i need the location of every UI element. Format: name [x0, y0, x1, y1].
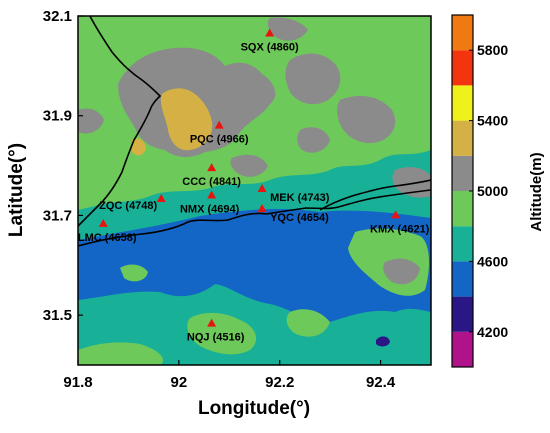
- station-nqj-marker: [207, 318, 217, 327]
- x-axis-title: Longitude(°): [198, 398, 310, 419]
- station-ccc-marker: [207, 163, 217, 172]
- colorbar-segment: [452, 331, 473, 367]
- y-axis: 31.5 31.7 31.9 32.1: [43, 8, 83, 324]
- terrain-band-5000-5200-north-6: [230, 154, 268, 177]
- boundary-line-north: [78, 16, 162, 227]
- colorbar-segment: [452, 296, 473, 332]
- terrain-band-5000-5200-north-8: [297, 127, 330, 153]
- station-mek-marker: [257, 184, 267, 193]
- terrain-band-5000-5200-north-7: [392, 167, 431, 198]
- station-markers: SQX (4860) PQC (4966) CCC (4841) MEK (4743)…: [78, 28, 430, 344]
- station-nmx-label: NMX (4694): [180, 203, 240, 215]
- colorbar-segment: [452, 50, 473, 86]
- station-kmx-marker: [391, 210, 401, 219]
- colorbar-segment: [452, 191, 473, 227]
- station-lmc-label: LMC (4658): [78, 232, 137, 244]
- colorbar: 4200 4600 5000 5400 5800: [451, 14, 508, 368]
- y-axis-title: Latitude(°): [6, 143, 27, 237]
- y-tick-label: 31.9: [43, 108, 72, 125]
- station-yqc-label: YQC (4654): [270, 212, 329, 224]
- station-zqc-label: ZQC (4748): [99, 200, 157, 212]
- station-lmc-marker: [98, 218, 108, 227]
- colorbar-segment: [452, 15, 473, 51]
- station-mek-label: MEK (4743): [270, 192, 330, 204]
- terrain-band-4800-5000-south-4: [78, 342, 164, 365]
- station-sqx-marker: [265, 28, 275, 37]
- y-tick-label: 31.5: [43, 307, 72, 324]
- colorbar-tick-label: 5400: [477, 113, 508, 129]
- station-nqj-label: NQJ (4516): [187, 332, 245, 344]
- boundary-line-east: [319, 179, 431, 211]
- x-tick-label: 91.8: [63, 374, 92, 391]
- colorbar-segment: [452, 261, 473, 297]
- colorbar-tick-label: 5800: [477, 42, 508, 58]
- colorbar-segment: [452, 226, 473, 262]
- terrain-band-5000-5200-north-4: [267, 17, 308, 41]
- station-ccc-label: CCC (4841): [182, 176, 241, 188]
- terrain-band-4800-5000-south-5: [120, 264, 148, 282]
- x-axis: 91.8 92 92.2 92.4: [63, 360, 396, 391]
- terrain-band-4200-4400-spot: [376, 336, 390, 347]
- y-tick-label: 32.1: [43, 8, 72, 25]
- terrain-band-5000-5200-north-3: [337, 95, 396, 144]
- terrain-band-5000-5200-north-5: [78, 108, 104, 134]
- plot-frame: [77, 15, 432, 366]
- station-pqc-marker: [214, 120, 224, 129]
- station-kmx-label: KMX (4621): [370, 223, 430, 235]
- terrain-band-5200-5400-1: [160, 88, 213, 151]
- colorbar-tick-label: 5000: [477, 183, 508, 199]
- station-nmx-marker: [207, 190, 217, 199]
- colorbar-segment: [452, 120, 473, 156]
- terrain-band-4800-5000-south-1: [187, 312, 257, 355]
- x-tick-label: 92: [171, 374, 188, 391]
- y-tick-label: 31.7: [43, 207, 72, 224]
- colorbar-title: Altitude(m): [528, 152, 545, 231]
- colorbar-tick-label: 4600: [477, 253, 508, 269]
- station-zqc-marker: [156, 193, 166, 202]
- x-tick-label: 92.2: [265, 374, 294, 391]
- x-tick-label: 92.4: [366, 374, 396, 391]
- station-yqc-marker: [257, 203, 267, 212]
- terrain-band-5000-5200-south: [383, 258, 420, 285]
- colorbar-segment: [452, 85, 473, 121]
- terrain-band-4800-5000-south-2: [286, 309, 330, 337]
- station-pqc-label: PQC (4966): [190, 134, 249, 146]
- station-sqx-label: SQX (4860): [241, 41, 299, 53]
- terrain-band-5200-5400-2: [132, 138, 146, 156]
- colorbar-tick-label: 4200: [477, 324, 508, 340]
- map-plot-area: [78, 16, 431, 365]
- boundary-line-river: [78, 189, 431, 247]
- terrain-band-4600-4800-south: [78, 284, 431, 365]
- colorbar-segment: [452, 155, 473, 191]
- terrain-band-5000-5200-north-2: [285, 53, 341, 105]
